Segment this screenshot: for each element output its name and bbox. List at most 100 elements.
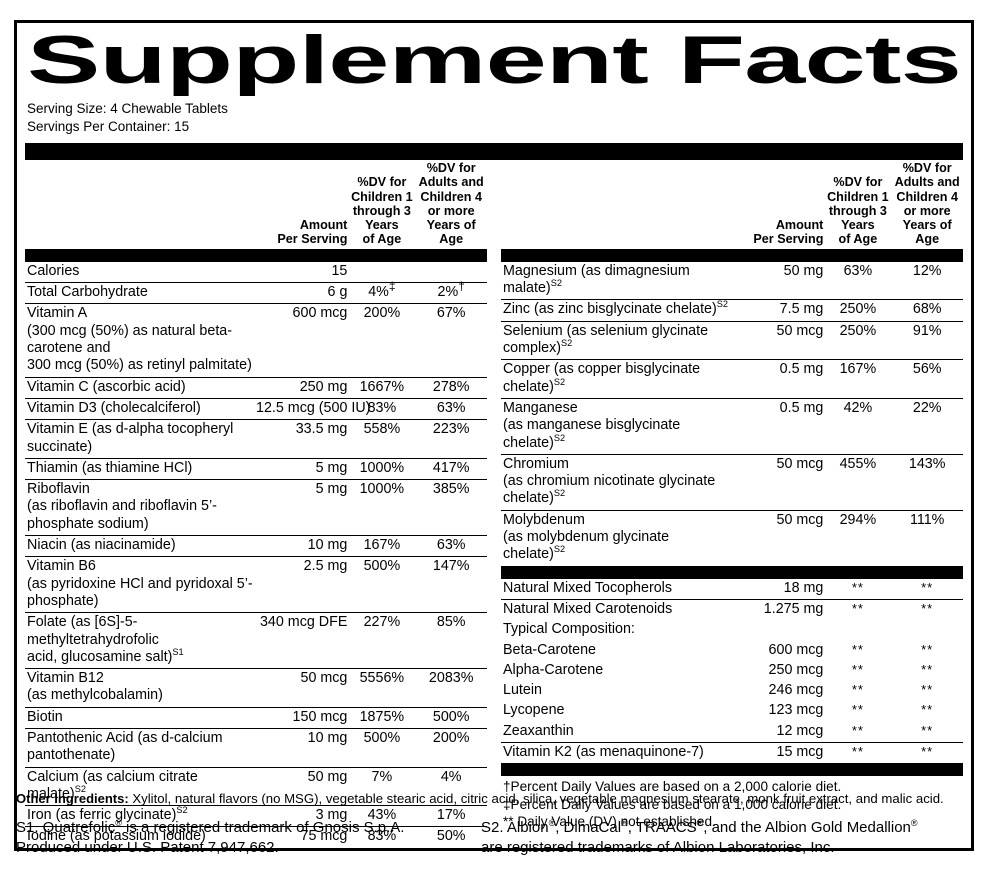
nutrient-name-cell: Vitamin B6 (as pyridoxine HCl and pyridox…	[25, 556, 256, 613]
nutrient-dv-adults: 4%	[415, 766, 487, 806]
facts-column-left: Amount Per Serving %DV for Children 1 th…	[25, 160, 494, 848]
nutrient-dv-children: 1000%	[348, 457, 416, 480]
header-dv-children-right: %DV for Children 1 through 3 Years of Ag…	[827, 175, 889, 246]
nutrient-amount: 150 mcg	[256, 706, 349, 729]
nutrient-name: Thiamin (as thiamine HCl)	[27, 459, 193, 476]
nutrient-name-cell: Zeaxanthin	[501, 722, 732, 743]
nutrient-dv-children: 1875%	[348, 706, 416, 729]
nutrient-dv-adults: 147%	[415, 556, 487, 613]
nutrient-dv-adults: 63%	[415, 535, 487, 557]
nutrient-name-cell: Calcium (as calcium citrate malate)S2	[25, 766, 256, 806]
nutrient-dv-children: 83%	[348, 826, 416, 848]
nutrient-name-cell: Vitamin E (as d-alpha tocopheryl succina…	[25, 419, 256, 459]
nutrient-name-cell: Lutein	[501, 681, 732, 701]
nutrient-dv-children: 167%	[348, 535, 416, 557]
nutrient-dv-children: 42%	[824, 397, 892, 455]
nutrient-amount: 0.5 mg	[732, 397, 825, 455]
nutrient-amount: 250 mcg	[768, 661, 824, 678]
nutrient-amount: 250 mg	[256, 376, 349, 399]
nutrient-dv-adults: 63%	[415, 397, 487, 420]
nutrient-name-cell: Alpha-Carotene	[501, 661, 732, 681]
serving-size: Serving Size: 4 Chewable Tablets	[27, 100, 228, 116]
footnote-marker: S2	[716, 299, 728, 310]
nutrient-amount: 6 g	[256, 282, 349, 304]
header-dv-children: %DV for Children 1 through 3 Years of Ag…	[351, 175, 413, 246]
nutrient-dv-adults: 143%	[891, 453, 963, 511]
trademark-s2-line1: S2. Albion®, DimaCal®, TRAACS®, and the …	[481, 818, 978, 838]
table-row: Riboflavin (as riboflavin and riboflavin …	[25, 479, 487, 536]
nutrient-amount: 12.5 mcg (500 IU)	[256, 397, 370, 420]
nutrient-dv-adults: 50%	[415, 826, 487, 848]
table-row: Manganese (as manganese bisglycinate chel…	[501, 397, 963, 455]
title-area: Supplement Facts	[17, 23, 971, 96]
nutrient-name-cell: Thiamin (as thiamine HCl)	[25, 457, 256, 480]
nutrient-name-cell: Copper (as copper bisglycinate chelate)S…	[501, 359, 732, 399]
nutrient-amount: 246 mcg	[768, 682, 824, 699]
footnote-marker: S2	[553, 432, 566, 443]
table-header-row: Amount Per Serving %DV for Children 1 th…	[25, 160, 487, 249]
nutrient-dv-adults: 278%	[415, 376, 487, 399]
nutrient-name: Niacin (as niacinamide)	[27, 537, 176, 554]
table-row: Thiamin (as thiamine HCl) 5 mg 1000% 417%	[25, 457, 487, 480]
nutrient-dv-children: 294%	[824, 509, 892, 566]
nutrient-name: Riboflavin	[27, 481, 90, 498]
trademark-s2-dimacal: , DimaCal	[555, 819, 622, 836]
page-title-text: Supplement Facts	[27, 23, 962, 96]
table-row: Vitamin K2 (as menaquinone-7) 15 mcg ** **	[501, 742, 963, 764]
nutrient-source-2: 300 mcg (50%) as retinyl palmitate)	[27, 357, 252, 374]
nutrient-dv-adults: 85%	[415, 612, 487, 669]
registered-icon: ®	[115, 818, 122, 828]
nutrient-name: Biotin	[27, 708, 63, 725]
nutrient-name: Calcium (as calcium citrate malate)S2	[27, 768, 198, 802]
nutrient-dv-adults: 22%	[891, 397, 963, 455]
nutrient-dv-adults: 91%	[891, 320, 963, 360]
nutrient-rows-left: Calories 15 Total Carbohydrate 6 g 4%‡ 2%† Vit…	[25, 262, 487, 848]
nutrient-dv-adults: 111%	[891, 509, 963, 566]
nutrient-dv-children: 200%	[348, 303, 416, 378]
table-row: Vitamin E (as d-alpha tocopheryl succina…	[25, 419, 487, 459]
nutrient-source: (as methylcobalamin)	[27, 687, 163, 704]
table-row: Niacin (as niacinamide) 10 mg 167% 63%	[25, 535, 487, 557]
nutrient-dv-adults: 12%	[912, 262, 942, 279]
nutrient-dv-adults: 2%†	[415, 280, 487, 304]
nutrient-name-cell: Magnesium (as dimagnesium malate)S2	[501, 262, 732, 300]
nutrient-name: Alpha-Carotene	[503, 661, 604, 678]
table-row: Natural Mixed Carotenoids 1.275 mg ** **	[501, 598, 963, 621]
title-divider-bar	[25, 142, 963, 160]
nutrient-source: acid, glucosamine salt)S1	[27, 647, 184, 665]
nutrient-dv-children: 1000%	[348, 479, 416, 536]
supplement-facts-panel: Supplement Facts Serving Size: 4 Chewabl…	[14, 20, 974, 851]
nutrients-table-left: Amount Per Serving %DV for Children 1 th…	[25, 160, 487, 848]
nutrient-amount: 50 mcg	[732, 320, 825, 360]
trademark-s1-line2: Produced under U.S. Patent 7,947,662.	[16, 839, 279, 857]
nutrient-dv-adults: **	[921, 661, 934, 677]
nutrient-dv-children: 167%	[824, 359, 892, 399]
nutrient-dv-adults: **	[891, 598, 963, 621]
page-title: Supplement Facts	[17, 23, 971, 96]
nutrient-name: Calories	[27, 262, 80, 279]
trademark-s2-traacs: , TRAACS	[627, 819, 697, 836]
nutrient-name-cell: Iodine (as potassium iodide)	[25, 826, 256, 848]
registered-icon: ®	[621, 818, 628, 828]
nutrient-name: Iron (as ferric glycinate)S2	[27, 805, 188, 824]
header-divider-bar-left	[25, 248, 487, 262]
nutrient-name: Vitamin B6	[27, 558, 96, 575]
nutrient-dv-children	[824, 620, 891, 640]
nutrient-dv-adults: 500%	[415, 706, 487, 729]
nutrient-dv-adults: 67%	[415, 303, 487, 378]
servings-per-container: Servings Per Container: 15	[27, 119, 190, 135]
nutrients-table-right: Amount Per Serving %DV for Children 1 th…	[501, 160, 963, 833]
nutrient-amount: 18 mg	[783, 579, 824, 596]
nutrient-amount: 12 mcg	[776, 722, 824, 739]
nutrient-name-cell: Iron (as ferric glycinate)S2	[25, 805, 256, 827]
nutrient-dv-children: 5556%	[348, 668, 416, 708]
nutrient-name-cell: Biotin	[25, 706, 256, 729]
nutrient-name: Vitamin E (as d-alpha tocopheryl succina…	[27, 421, 234, 455]
nutrient-rows-right: Magnesium (as dimagnesium malate)S2 50 mg…	[501, 262, 963, 566]
table-row: Calories 15	[25, 262, 487, 283]
nutrient-dv-children: 558%	[348, 419, 416, 459]
nutrient-amount: 3 mg	[256, 805, 349, 827]
nutrient-dv-children: **	[851, 682, 864, 698]
nutrient-amount: 600 mcg	[768, 641, 824, 658]
nutrient-amount: 0.5 mg	[732, 359, 825, 399]
